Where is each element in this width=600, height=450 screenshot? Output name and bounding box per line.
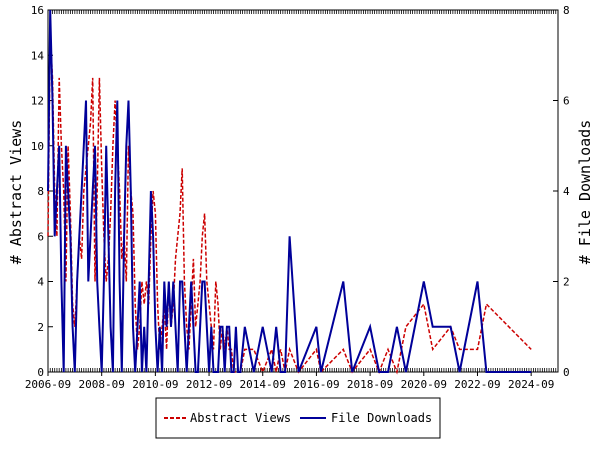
legend-label-abstract-views: Abstract Views [190,411,291,425]
right-y-tick-label: 0 [563,366,570,379]
right-y-tick-label: 8 [563,4,570,17]
x-tick-label: 2010-09 [132,378,178,391]
left-y-tick-label: 14 [31,49,45,62]
x-tick-label: 2014-09 [240,378,286,391]
left-y-axis-title: # Abstract Views [7,120,25,265]
legend-label-file-downloads: File Downloads [331,411,432,425]
left-y-tick-label: 12 [31,95,44,108]
x-tick-label: 2018-09 [347,378,393,391]
left-y-tick-label: 2 [37,321,44,334]
left-y-tick-label: 8 [37,185,44,198]
legend: Abstract Views File Downloads [155,397,441,439]
legend-box [155,397,441,439]
right-y-tick-label: 4 [563,185,570,198]
right-y-tick-label: 6 [563,95,570,108]
x-tick-label: 2020-09 [401,378,447,391]
left-y-tick-label: 0 [37,366,44,379]
left-y-tick-label: 10 [31,140,44,153]
left-y-tick-label: 6 [37,230,44,243]
x-tick-label: 2016-09 [293,378,339,391]
x-tick-label: 2012-09 [186,378,232,391]
right-y-axis-title: # File Downloads [576,120,594,265]
x-tick-label: 2024-09 [508,378,554,391]
x-tick-label: 2022-09 [454,378,500,391]
left-y-tick-label: 16 [31,4,44,17]
x-tick-label: 2006-09 [25,378,71,391]
x-tick-label: 2008-09 [79,378,125,391]
series-line-file-downloads [47,9,532,373]
left-y-tick-label: 4 [37,276,44,289]
right-y-tick-label: 2 [563,276,570,289]
